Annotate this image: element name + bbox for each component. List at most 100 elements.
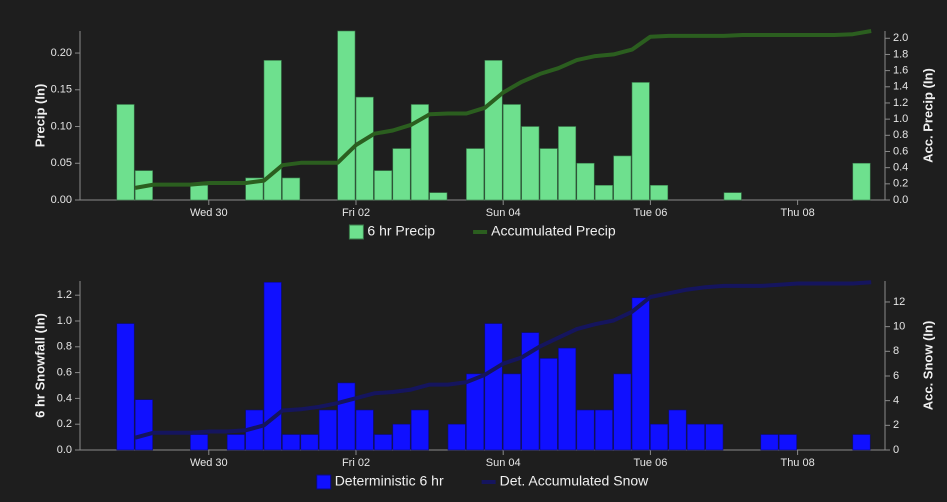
bar bbox=[594, 185, 613, 201]
bar bbox=[502, 104, 521, 201]
bar bbox=[392, 148, 411, 201]
bar bbox=[521, 126, 540, 201]
bar bbox=[116, 104, 135, 201]
bar bbox=[190, 185, 209, 201]
x-tick-label: Wed 30 bbox=[190, 457, 228, 469]
bar bbox=[852, 434, 871, 451]
x-tick-label: Thu 08 bbox=[780, 457, 814, 469]
bar bbox=[484, 60, 503, 201]
bar bbox=[613, 155, 632, 201]
bar bbox=[686, 423, 705, 451]
y2-tick-label: 4 bbox=[893, 395, 899, 407]
bar bbox=[374, 434, 393, 451]
y2-tick-label: 1.2 bbox=[893, 97, 908, 109]
bar bbox=[539, 148, 558, 201]
y-axis-title: Precip (In) bbox=[32, 84, 47, 148]
bar bbox=[484, 323, 503, 451]
bar bbox=[576, 162, 595, 201]
bar bbox=[668, 409, 687, 451]
y2-tick-label: 2 bbox=[893, 419, 899, 431]
bar bbox=[429, 192, 448, 201]
bar bbox=[300, 434, 319, 451]
x-tick-label: Wed 30 bbox=[190, 207, 228, 219]
y-tick-label: 0.20 bbox=[51, 47, 72, 59]
bar bbox=[466, 148, 485, 201]
bar bbox=[355, 409, 374, 451]
bar bbox=[337, 382, 356, 451]
y-tick-label: 0.6 bbox=[57, 367, 72, 379]
bar bbox=[502, 373, 521, 451]
bar bbox=[134, 399, 153, 451]
y-tick-label: 0.10 bbox=[51, 120, 72, 132]
line bbox=[134, 280, 872, 440]
bar bbox=[355, 96, 374, 201]
bar bbox=[263, 60, 282, 201]
x-tick-label: Thu 08 bbox=[780, 207, 814, 219]
y2-tick-label: 0 bbox=[893, 444, 899, 456]
legend-label: Det. Accumulated Snow bbox=[500, 473, 650, 489]
bar bbox=[521, 332, 540, 451]
bar bbox=[778, 434, 797, 451]
y2-tick-label: 10 bbox=[893, 321, 905, 333]
x-tick-label: Fri 02 bbox=[342, 457, 370, 469]
legend: 6 hr Precip Accumulated Precip bbox=[348, 223, 616, 240]
bar bbox=[374, 170, 393, 201]
bar bbox=[337, 30, 356, 201]
bar bbox=[263, 281, 282, 451]
y2-tick-label: 6 bbox=[893, 370, 899, 382]
y2-tick-label: 1.4 bbox=[893, 81, 908, 93]
bar bbox=[410, 409, 429, 451]
y2-tick-label: 1.6 bbox=[893, 65, 908, 77]
y-tick-label: 0.0 bbox=[57, 444, 72, 456]
y2-tick-label: 0.2 bbox=[893, 178, 908, 190]
bar bbox=[116, 323, 135, 451]
y2-tick-label: 12 bbox=[893, 296, 905, 308]
bar bbox=[539, 358, 558, 451]
legend-swatch bbox=[316, 474, 332, 490]
y2-tick-label: 0.4 bbox=[893, 162, 908, 174]
bar bbox=[190, 434, 209, 451]
legend-swatch bbox=[348, 224, 364, 240]
bar bbox=[318, 409, 337, 451]
bar bbox=[650, 185, 669, 201]
y-tick-label: 1.2 bbox=[57, 289, 72, 301]
bar bbox=[631, 82, 650, 201]
x-tick-label: Fri 02 bbox=[342, 207, 370, 219]
y2-tick-label: 8 bbox=[893, 345, 899, 357]
bar bbox=[558, 347, 577, 451]
x-tick-label: Tue 06 bbox=[633, 457, 667, 469]
bar bbox=[594, 409, 613, 451]
bar bbox=[576, 409, 595, 451]
legend-label: Accumulated Precip bbox=[491, 223, 616, 239]
y2-tick-label: 1.8 bbox=[893, 48, 908, 60]
bar bbox=[723, 192, 742, 201]
legend-label: Deterministic 6 hr bbox=[335, 473, 444, 489]
y-tick-label: 0.00 bbox=[51, 194, 72, 206]
line bbox=[134, 29, 872, 190]
bar bbox=[760, 434, 779, 451]
y-tick-label: 0.4 bbox=[57, 392, 72, 404]
y2-tick-label: 0.0 bbox=[893, 194, 908, 206]
bar bbox=[282, 434, 301, 451]
x-tick-label: Sun 04 bbox=[486, 207, 521, 219]
legend: Deterministic 6 hr Det. Accumulated Snow bbox=[316, 473, 650, 490]
y2-tick-label: 2.0 bbox=[893, 32, 908, 44]
bar bbox=[466, 373, 485, 451]
y2-tick-label: 0.6 bbox=[893, 145, 908, 157]
y2-axis-title: Acc. Precip (In) bbox=[920, 68, 935, 163]
y2-tick-label: 0.8 bbox=[893, 129, 908, 141]
bar bbox=[705, 423, 724, 451]
y-tick-label: 0.05 bbox=[51, 157, 72, 169]
y-axis-title: 6 hr Snowfall (In) bbox=[32, 313, 47, 418]
bar bbox=[410, 104, 429, 201]
legend-label: 6 hr Precip bbox=[367, 223, 435, 239]
y-tick-label: 1.0 bbox=[57, 315, 72, 327]
bar bbox=[852, 162, 871, 201]
bar bbox=[282, 177, 301, 201]
y2-tick-label: 1.0 bbox=[893, 113, 908, 125]
y-tick-label: 0.15 bbox=[51, 84, 72, 96]
y-tick-label: 0.8 bbox=[57, 341, 72, 353]
bar bbox=[613, 373, 632, 451]
